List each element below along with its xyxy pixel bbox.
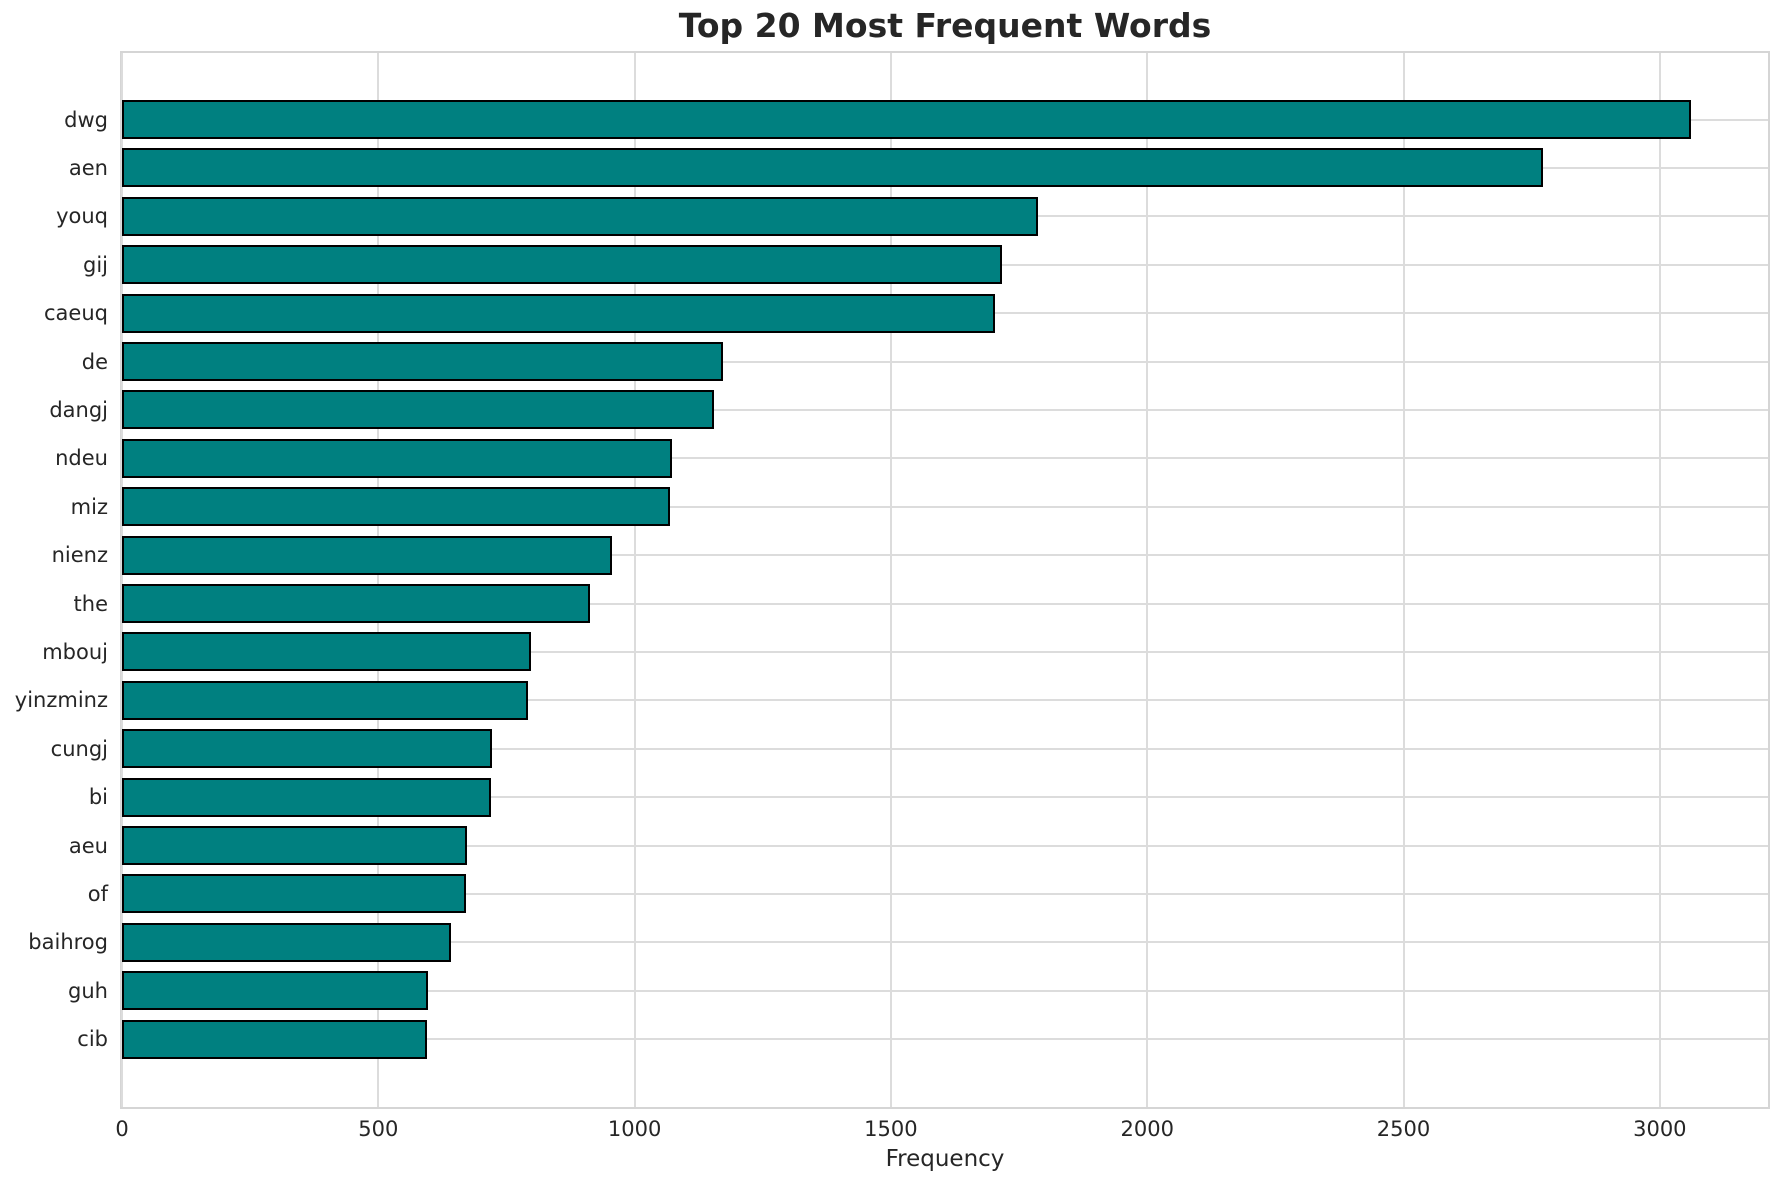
bar-gij [122,245,1002,285]
bar-yinzminz [122,680,528,720]
y-tick-label-de: de [81,349,108,374]
plot-area [120,51,1770,1109]
y-gridline-mbouj [122,650,1768,653]
x-axis-title: Frequency [885,1146,1005,1172]
bar-mbouj [122,632,532,672]
x-tick-label-2000: 2000 [1120,1117,1174,1141]
x-tick-label-1000: 1000 [607,1117,662,1141]
y-tick-label-the: the [73,591,108,616]
x-gridline-3000 [1658,53,1661,1107]
y-gridline-cib [122,1038,1768,1041]
bar-the [122,584,590,623]
x-gridline-500 [377,53,380,1107]
y-tick-label-baihrog: baihrog [28,930,108,955]
bar-nienz [122,535,612,575]
bar-dangj [122,390,714,430]
y-tick-label-cungj: cungj [50,736,108,761]
y-tick-label-aen: aen [68,155,108,180]
y-tick-label-caeuq: caeuq [44,301,108,326]
y-tick-label-guh: guh [68,978,108,1003]
chart-title: Top 20 Most Frequent Words [678,6,1212,45]
y-gridline-cungj [122,747,1768,750]
bar-aen [122,148,1543,188]
y-tick-label-yinzminz: yinzminz [14,688,108,713]
bar-aeu [122,826,467,865]
bar-baihrog [122,922,452,962]
bar-caeuq [122,293,996,333]
bar-ndeu [122,438,672,478]
y-gridline-the [122,602,1768,605]
x-gridline-1000 [633,53,636,1107]
y-gridline-nienz [122,554,1768,557]
y-gridline-bi [122,796,1768,799]
y-gridline-guh [122,989,1768,992]
y-tick-label-nienz: nienz [51,543,108,568]
bar-cungj [122,729,492,769]
bar-bi [122,777,492,817]
y-gridline-ndeu [122,457,1768,460]
y-gridline-dangj [122,408,1768,411]
y-tick-label-mbouj: mbouj [42,639,108,664]
y-tick-label-gij: gij [83,252,108,277]
x-tick-label-500: 500 [358,1117,399,1141]
x-tick-label-3000: 3000 [1633,1117,1687,1141]
y-gridline-yinzminz [122,699,1768,702]
y-tick-label-cib: cib [77,1027,108,1052]
bar-cib [122,1019,427,1059]
x-gridline-2000 [1146,53,1149,1107]
y-tick-label-youq: youq [56,204,108,229]
y-gridline-miz [122,505,1768,508]
y-gridline-de [122,360,1768,363]
y-tick-label-dwg: dwg [64,107,108,132]
y-gridline-aeu [122,844,1768,847]
y-gridline-of [122,892,1768,895]
x-tick-label-1500: 1500 [864,1117,918,1141]
y-tick-label-dangj: dangj [49,397,108,422]
y-tick-label-miz: miz [70,494,108,519]
bar-de [122,342,723,381]
x-gridline-2500 [1402,53,1405,1107]
x-gridline-1500 [889,53,892,1107]
x-tick-label-2500: 2500 [1376,1117,1431,1141]
bar-miz [122,487,671,527]
bar-youq [122,196,1038,236]
y-gridline-baihrog [122,941,1768,944]
x-tick-label-0: 0 [115,1117,129,1141]
bar-dwg [122,100,1691,139]
x-gridline-0 [121,53,123,1107]
y-tick-label-bi: bi [88,785,108,810]
bar-of [122,874,466,914]
y-tick-label-ndeu: ndeu [55,446,108,471]
y-tick-label-of: of [87,881,108,906]
y-tick-label-aeu: aeu [68,833,108,858]
bar-guh [122,971,429,1011]
